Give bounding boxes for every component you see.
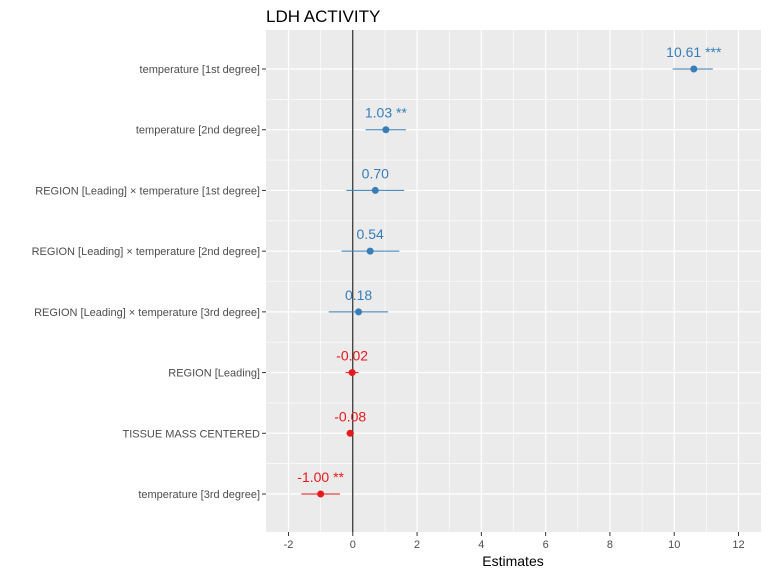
x-axis-label: Estimates bbox=[482, 553, 543, 569]
x-tick-label: 12 bbox=[732, 539, 744, 551]
estimate-label: -1.00 ** bbox=[297, 469, 344, 485]
estimate-point bbox=[355, 308, 363, 316]
estimate-label: -0.08 bbox=[334, 408, 366, 424]
term-labels: temperature [1st degree] temperature [2nd… bbox=[32, 64, 266, 501]
estimate-point bbox=[371, 186, 379, 194]
x-tick-label: 8 bbox=[607, 539, 613, 551]
estimate-point bbox=[366, 247, 374, 255]
estimate-label: 0.70 bbox=[362, 165, 389, 181]
estimate-point bbox=[317, 490, 325, 498]
estimate-label: 0.54 bbox=[357, 226, 384, 242]
x-axis-ticks: -2 0 2 4 6 8 10 12 bbox=[284, 532, 745, 551]
term-label: REGION [Leading] × temperature [3rd degr… bbox=[34, 307, 260, 319]
estimate-marks: 10.61 *** 1.03 ** 0.70 0.54 0.18 -0.02 -0.08 -1… bbox=[297, 44, 722, 498]
term-label: REGION [Leading] bbox=[168, 368, 260, 380]
estimate-label: 10.61 *** bbox=[666, 44, 722, 60]
term-label: TISSUE MASS CENTERED bbox=[122, 428, 260, 440]
term-label: REGION [Leading] × temperature [2nd degr… bbox=[32, 246, 260, 258]
estimate-point bbox=[382, 126, 390, 134]
minor-gridlines bbox=[266, 30, 761, 532]
x-tick-label: -2 bbox=[284, 539, 294, 551]
x-tick-label: 0 bbox=[350, 539, 356, 551]
chart-title: LDH ACTIVITY bbox=[266, 7, 380, 26]
estimate-label: 0.18 bbox=[345, 287, 372, 303]
term-label: REGION [Leading] × temperature [1st degr… bbox=[35, 185, 260, 197]
estimate-point bbox=[346, 429, 354, 437]
term-label: temperature [2nd degree] bbox=[136, 125, 260, 137]
x-tick-label: 10 bbox=[668, 539, 680, 551]
x-tick-label: 2 bbox=[414, 539, 420, 551]
term-label: temperature [3rd degree] bbox=[138, 489, 260, 501]
x-tick-label: 6 bbox=[543, 539, 549, 551]
term-label: temperature [1st degree] bbox=[140, 64, 260, 76]
estimate-point bbox=[690, 65, 698, 73]
estimate-label: -0.02 bbox=[336, 348, 368, 364]
estimate-label: 1.03 ** bbox=[365, 105, 408, 121]
x-tick-label: 4 bbox=[478, 539, 484, 551]
estimate-point bbox=[348, 369, 356, 377]
